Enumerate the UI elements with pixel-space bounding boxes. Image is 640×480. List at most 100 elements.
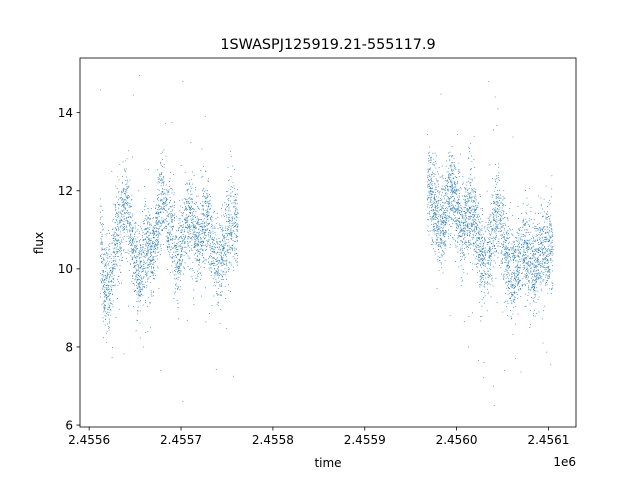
data-point xyxy=(191,187,193,189)
data-point xyxy=(456,134,458,135)
data-point xyxy=(231,231,233,233)
data-point xyxy=(466,196,468,197)
data-point xyxy=(448,189,450,191)
data-point xyxy=(117,235,119,236)
data-point xyxy=(100,273,101,274)
data-point xyxy=(450,164,452,166)
data-point xyxy=(430,199,431,201)
data-point xyxy=(452,193,453,195)
data-point xyxy=(223,229,225,231)
data-point xyxy=(190,216,192,217)
data-point xyxy=(227,250,229,252)
data-point xyxy=(136,274,138,275)
data-point xyxy=(102,303,104,304)
data-point xyxy=(478,231,480,233)
data-point xyxy=(494,211,496,213)
data-point xyxy=(462,242,463,243)
data-point xyxy=(163,203,165,205)
data-point xyxy=(230,247,232,249)
data-point xyxy=(161,173,162,175)
data-point xyxy=(123,188,124,190)
chart-title: 1SWASPJ125919.21-555117.9 xyxy=(220,37,435,53)
data-point xyxy=(228,180,229,182)
data-point xyxy=(156,212,158,213)
data-point xyxy=(174,213,176,215)
data-point xyxy=(207,233,209,235)
data-point xyxy=(510,315,512,317)
data-point xyxy=(106,298,108,300)
data-point xyxy=(208,204,210,206)
data-point xyxy=(177,260,179,262)
data-point xyxy=(173,242,175,244)
data-point xyxy=(185,207,187,209)
data-point xyxy=(455,240,456,242)
data-point xyxy=(471,224,472,225)
data-point xyxy=(450,166,452,168)
data-point xyxy=(527,246,529,248)
data-point xyxy=(117,240,119,242)
data-point xyxy=(124,207,126,208)
data-point xyxy=(514,296,516,298)
data-point xyxy=(202,250,203,251)
data-point xyxy=(224,268,226,270)
data-point xyxy=(107,307,109,308)
data-point xyxy=(456,196,458,198)
data-point xyxy=(135,251,136,252)
data-point xyxy=(531,248,533,249)
data-point xyxy=(157,198,158,199)
data-point xyxy=(207,180,209,182)
data-point xyxy=(106,332,108,334)
data-point xyxy=(103,275,105,276)
data-point xyxy=(109,280,111,282)
data-point xyxy=(507,238,508,240)
data-point xyxy=(163,206,164,208)
data-point xyxy=(115,243,116,245)
data-point xyxy=(191,217,193,219)
data-point xyxy=(119,217,121,219)
data-point xyxy=(490,264,491,266)
data-point xyxy=(212,251,214,253)
data-point xyxy=(436,200,437,202)
data-point xyxy=(167,191,169,192)
data-point xyxy=(467,225,469,227)
data-point xyxy=(478,259,480,261)
data-point xyxy=(105,285,107,286)
data-point xyxy=(122,226,124,228)
data-point xyxy=(120,246,122,248)
data-point xyxy=(163,149,165,151)
data-point xyxy=(197,244,198,246)
data-point xyxy=(108,295,110,297)
data-point xyxy=(428,234,430,236)
data-point xyxy=(234,212,235,214)
data-point xyxy=(464,234,465,236)
data-point xyxy=(144,233,146,235)
data-point xyxy=(133,250,134,252)
data-point xyxy=(213,260,214,262)
data-point xyxy=(139,289,141,290)
data-point xyxy=(215,265,217,267)
data-point xyxy=(478,202,480,204)
data-point xyxy=(143,268,144,270)
data-point xyxy=(452,219,454,220)
data-point xyxy=(211,217,213,219)
data-point xyxy=(440,219,441,221)
data-point xyxy=(130,212,131,214)
data-point xyxy=(210,196,212,197)
data-point xyxy=(206,228,208,230)
data-point xyxy=(438,191,440,193)
data-point xyxy=(179,237,180,239)
data-point xyxy=(189,208,191,210)
data-point xyxy=(444,195,446,196)
data-point xyxy=(212,243,214,245)
data-point xyxy=(122,161,124,163)
data-point xyxy=(163,220,165,222)
data-point xyxy=(517,313,519,315)
data-point xyxy=(229,233,230,235)
data-point xyxy=(213,257,215,259)
data-point xyxy=(172,213,173,215)
data-point xyxy=(106,312,107,314)
data-point xyxy=(221,259,223,261)
data-point xyxy=(112,261,114,263)
data-point xyxy=(209,244,211,246)
data-point xyxy=(476,229,478,231)
